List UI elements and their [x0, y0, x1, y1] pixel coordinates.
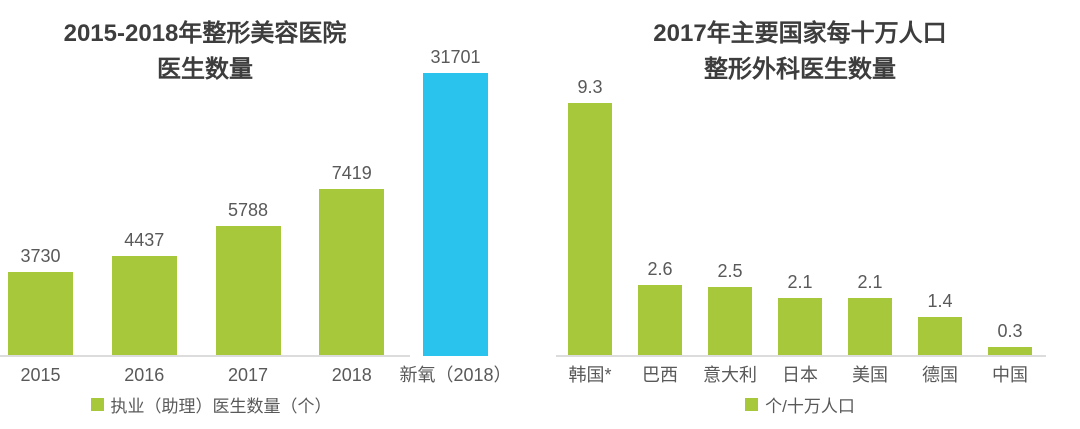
- bar: [319, 189, 385, 356]
- category-label: 日本: [782, 365, 818, 385]
- bar-value-label: 9.3: [577, 77, 603, 97]
- category-label: 2016: [124, 365, 165, 385]
- category-label: 意大利: [703, 365, 757, 385]
- bar: [988, 347, 1032, 355]
- bar-value-label: 0.3: [997, 321, 1023, 341]
- bar-group-2018: 7419: [319, 73, 385, 356]
- category-label: 2017: [227, 365, 269, 385]
- bar-group-美国: 2.1: [848, 103, 892, 355]
- chart-title-line2: 整形外科医生数量: [704, 56, 896, 83]
- bar: [215, 226, 281, 356]
- bar: [638, 285, 682, 355]
- legend: 个/十万人口: [568, 392, 1032, 417]
- bar: [111, 256, 177, 356]
- bar: [778, 298, 822, 355]
- legend-swatch-icon: [745, 398, 759, 411]
- category-label: 巴西: [642, 365, 678, 385]
- bar-value-label: 3730: [20, 246, 61, 266]
- bar-value-label: 2.1: [857, 272, 883, 292]
- bar-value-label: 2.6: [647, 259, 673, 279]
- bar: [708, 287, 752, 355]
- legend-label: 执业（助理）医生数量（个）: [110, 397, 332, 416]
- bar-value-label: 2.5: [717, 261, 743, 281]
- plot-area: 9.3 2.6 2.5 2.1 2.1 1.4 0.3: [568, 77, 1032, 355]
- bar-group-韩国*: 9.3: [568, 77, 612, 355]
- bar-value-label: 1.4: [927, 291, 953, 311]
- legend: 执业（助理）医生数量（个）: [11, 392, 411, 417]
- bar-highlighted: [423, 73, 488, 356]
- bar-group-巴西: 2.6: [638, 103, 682, 355]
- legend-label: 个/十万人口: [765, 397, 855, 416]
- bar: [848, 298, 892, 355]
- x-axis-line: [556, 355, 1046, 357]
- bar-group-德国: 1.4: [918, 103, 962, 355]
- category-label: 中国: [992, 365, 1028, 385]
- bar-group-中国: 0.3: [988, 103, 1032, 355]
- bar-group-2017: 5788: [215, 73, 281, 356]
- category-label: 美国: [852, 365, 888, 385]
- bar-value-label: 31701: [430, 47, 481, 67]
- chart-title-line2: 医生数量: [157, 56, 253, 83]
- bar: [8, 272, 73, 356]
- bar-group-意大利: 2.5: [708, 103, 752, 355]
- category-label: 新氧（2018）: [399, 365, 512, 385]
- bar-group-日本: 2.1: [778, 103, 822, 355]
- chart-title: 2015-2018年整形美容医院 医生数量: [10, 16, 400, 88]
- bar-value-label: 7419: [331, 163, 372, 183]
- category-label: 德国: [922, 365, 958, 385]
- bar-value-label: 5788: [227, 200, 269, 220]
- bar-group-新氧（2018）: 31701: [423, 47, 488, 356]
- chart-title-line1: 2015-2018年整形美容医院: [63, 20, 347, 47]
- legend-swatch-icon: [90, 398, 104, 411]
- category-label: 2018: [331, 365, 372, 385]
- bar: [918, 317, 962, 355]
- bar-group-2016: 4437: [111, 73, 177, 356]
- bar-value-label: 2.1: [787, 272, 813, 292]
- bar: [568, 103, 612, 355]
- category-axis: 2015 2016 2017 2018 新氧（2018）: [8, 364, 512, 386]
- plot-area: 3730 4437 5788 7419 31701: [8, 47, 488, 356]
- category-label: 韩国*: [568, 365, 612, 385]
- chart-title: 2017年主要国家每十万人口 整形外科医生数量: [568, 16, 1032, 88]
- x-axis-line: [0, 355, 410, 357]
- bar-group-2015: 3730: [8, 73, 73, 356]
- category-label: 2015: [20, 365, 61, 385]
- category-axis: 韩国* 巴西 意大利 日本 美国 德国 中国: [568, 364, 1032, 386]
- bar-value-label: 4437: [124, 230, 165, 250]
- chart-title-line1: 2017年主要国家每十万人口: [653, 20, 947, 47]
